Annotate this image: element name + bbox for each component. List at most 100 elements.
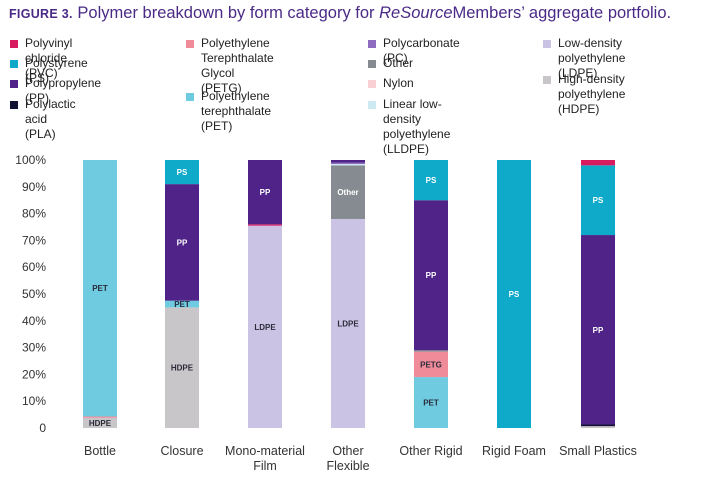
segment-label: PP: [426, 271, 437, 280]
legend-swatch: [10, 80, 18, 88]
x-tick-label: Mono-material Film: [225, 444, 305, 473]
segment-label: PS: [426, 176, 437, 185]
legend-swatch: [186, 93, 194, 101]
bar-segment-petg: [83, 416, 117, 418]
bar-segment-pet: [83, 160, 117, 417]
segment-label: PS: [177, 168, 188, 177]
segment-label: PETG: [420, 360, 442, 369]
bar-segment-ps: [165, 160, 199, 185]
bar-segment-pet: [165, 300, 199, 308]
bar-segment-other: [414, 350, 448, 352]
legend-label: Linear low-density polyethylene (LLDPE): [383, 97, 451, 156]
legend-label: Polystyrene (PS): [25, 56, 88, 85]
figure-label: FIGURE 3.: [9, 7, 73, 21]
bar-segment-ps: [497, 160, 531, 428]
segment-label: PP: [593, 326, 604, 335]
bar-segment-petg: [414, 351, 448, 378]
legend-label: Nylon: [383, 76, 414, 90]
bar-segment-other: [331, 165, 365, 219]
bar-segment-pp: [581, 235, 615, 425]
y-tick-label: 20%: [22, 367, 46, 381]
x-tick-label-line: Small Plastics: [559, 444, 637, 458]
bar-segment-ldpe: [248, 225, 282, 428]
legend-label: Polyethylene Terephthalate Glycol (PETG): [201, 36, 274, 95]
y-tick-label: 10%: [22, 394, 46, 408]
title-part2: Members’ aggregate portfolio.: [452, 4, 672, 22]
legend-label: High-density polyethylene (HDPE): [558, 72, 626, 116]
legend-swatch: [368, 40, 376, 48]
y-tick-label: 90%: [22, 180, 46, 194]
y-tick-label: 100%: [15, 153, 46, 167]
legend-swatch: [186, 40, 194, 48]
segment-label: PP: [177, 238, 188, 247]
legend-swatch: [10, 60, 18, 68]
legend-label: Polyvinyl chloride (PVC): [25, 36, 73, 80]
legend-label: Low-density polyethylene (LDPE): [558, 36, 626, 80]
x-tick-label-line: Film: [253, 459, 277, 473]
bar-segment-pc: [331, 162, 365, 165]
bar-segment-pvc: [248, 224, 282, 226]
y-tick-label: 80%: [22, 207, 46, 221]
y-tick-label: 30%: [22, 341, 46, 355]
bar-segment-lldpe: [331, 164, 365, 166]
x-tick-label-line: Flexible: [326, 459, 369, 473]
x-tick-label-line: Other Rigid: [399, 444, 462, 458]
legend-swatch: [368, 80, 376, 88]
x-tick-label-line: Other: [332, 444, 363, 458]
title-italic: ReSource: [379, 4, 453, 22]
legend-swatch: [368, 101, 376, 109]
x-tick-label-line: Closure: [160, 444, 203, 458]
bar-segment-pp: [248, 160, 282, 225]
legend-swatch: [543, 76, 551, 84]
segment-label: PS: [509, 290, 520, 299]
segment-label: LDPE: [254, 323, 276, 332]
legend-swatch: [10, 101, 18, 109]
legend-label: Polypropylene (PP): [25, 76, 102, 105]
x-tick-label: Rigid Foam: [482, 444, 546, 458]
legend-swatch: [543, 40, 551, 48]
bar-segment-hdpe: [165, 307, 199, 428]
y-tick-label: 70%: [22, 233, 46, 247]
legend-label: Polycarbonate (PC): [383, 36, 460, 65]
bar-segment-pla: [581, 424, 615, 427]
bar-segment-pp: [414, 200, 448, 351]
y-tick-label: 60%: [22, 260, 46, 274]
bar-segment-ps: [414, 160, 448, 201]
y-tick-label: 0: [39, 421, 46, 435]
bar-segment-ps: [581, 165, 615, 236]
legend-label: Polyethylene terephthalate (PET): [201, 89, 272, 133]
x-tick-label: Other Rigid: [399, 444, 462, 458]
x-tick-label-line: Rigid Foam: [482, 444, 546, 458]
title-part1: Polymer breakdown by form category for: [77, 4, 375, 22]
bar-segment-pet: [414, 377, 448, 428]
x-tick-label: Other Flexible: [326, 444, 369, 473]
y-tick-label: 50%: [22, 287, 46, 301]
legend-swatch: [368, 60, 376, 68]
segment-label: HDPE: [171, 364, 194, 373]
x-tick-label-line: Bottle: [84, 444, 116, 458]
x-tick-label-line: Mono-material: [225, 444, 305, 458]
segment-label: HDPE: [89, 419, 112, 428]
bar-segment-pvc: [581, 160, 615, 166]
segment-label: PET: [174, 300, 190, 309]
segment-label: PET: [423, 399, 439, 408]
legend-swatch: [10, 40, 18, 48]
chart-title: FIGURE 3. Polymer breakdown by form cate…: [9, 4, 671, 23]
x-tick-label: Bottle: [84, 444, 116, 458]
segment-label: PP: [260, 188, 271, 197]
legend-label: Polylactic acid (PLA): [25, 97, 76, 141]
segment-label: PS: [593, 196, 604, 205]
bar-segment-hdpe: [83, 417, 117, 428]
bar-segment-hdpe: [581, 426, 615, 428]
x-tick-label: Closure: [160, 444, 203, 458]
x-tick-label: Small Plastics: [559, 444, 637, 458]
y-tick-label: 40%: [22, 314, 46, 328]
segment-label: PET: [92, 284, 108, 293]
legend-label: Other: [383, 56, 414, 70]
segment-label: LDPE: [337, 319, 359, 328]
bar-segment-pp: [331, 160, 365, 163]
bar-segment-ldpe: [331, 218, 365, 428]
bar-segment-pp: [165, 184, 199, 301]
segment-label: Other: [337, 188, 358, 197]
